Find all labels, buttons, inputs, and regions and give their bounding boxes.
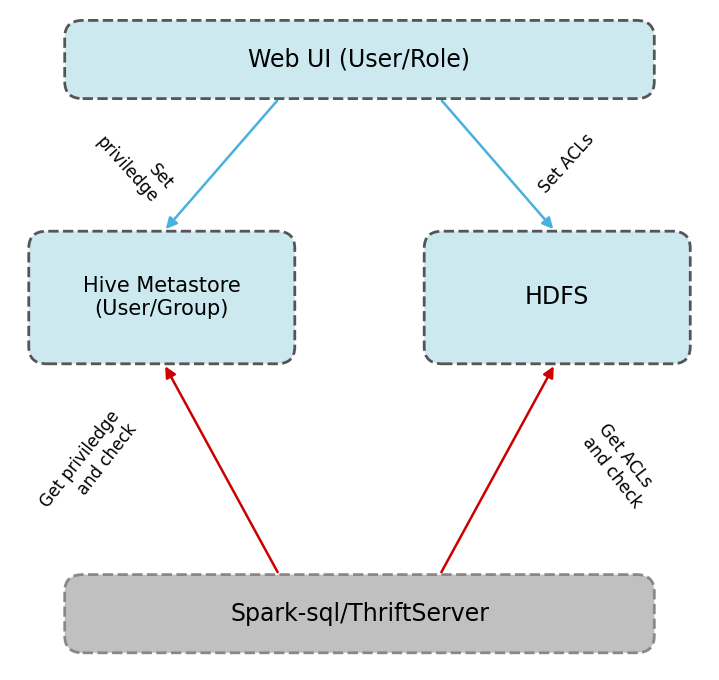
FancyBboxPatch shape: [65, 575, 654, 653]
Text: Set
priviledge: Set priviledge: [92, 120, 176, 207]
Text: Get priviledge
and check: Get priviledge and check: [37, 407, 140, 524]
Text: Spark-sql/ThriftServer: Spark-sql/ThriftServer: [230, 602, 489, 626]
Text: Web UI (User/Role): Web UI (User/Role): [249, 48, 470, 71]
Text: HDFS: HDFS: [525, 286, 590, 309]
Text: Get ACLs
and check: Get ACLs and check: [579, 420, 661, 511]
FancyBboxPatch shape: [65, 20, 654, 99]
Text: Set ACLs: Set ACLs: [536, 130, 598, 197]
FancyBboxPatch shape: [424, 231, 690, 364]
Text: Hive Metastore
(User/Group): Hive Metastore (User/Group): [83, 276, 241, 319]
FancyBboxPatch shape: [29, 231, 295, 364]
